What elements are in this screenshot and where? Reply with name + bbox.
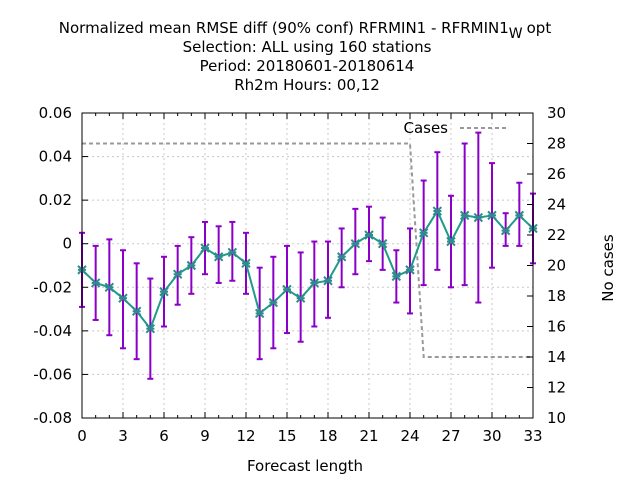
x-tick-label: 12 (236, 427, 255, 445)
y2-tick-label: 12 (547, 379, 566, 397)
data-point (323, 276, 333, 286)
rmse-line (81, 208, 534, 331)
y2-axis-label: No cases (599, 234, 617, 302)
x-tick-label: 0 (77, 427, 87, 445)
x-tick-label: 9 (200, 427, 210, 445)
data-point (405, 265, 415, 275)
data-point (418, 228, 429, 238)
x-tick-label: 27 (441, 427, 460, 445)
data-point (131, 306, 142, 316)
x-tick-label: 30 (482, 427, 501, 445)
error-bars (79, 131, 536, 380)
data-point (172, 269, 183, 279)
y2-tick-label: 20 (547, 257, 566, 275)
data-point (500, 225, 511, 236)
x-tick-label: 24 (400, 427, 419, 445)
data-point (213, 252, 224, 262)
data-point (336, 252, 347, 262)
data-point (432, 206, 443, 216)
data-point (377, 239, 388, 249)
y-tick-label: 0.06 (39, 104, 72, 122)
y2-tick-label: 18 (547, 287, 566, 305)
y-tick-label: 0.02 (39, 191, 72, 209)
y-tick-label: 0 (62, 235, 72, 253)
axis-ticks: 0 3 6 9 12 15 18 21 24 27 30 33 -0.08 -0.06 -0.04 -0.02… (33, 104, 566, 445)
y-tick-label: -0.02 (33, 278, 72, 296)
rmse-series (81, 208, 534, 331)
x-tick-label: 3 (118, 427, 128, 445)
x-axis-label: Forecast length (247, 457, 363, 475)
chart-title-line-1: Normalized mean RMSE diff (90% conf) RFR… (59, 19, 552, 42)
data-point (459, 210, 470, 221)
y-tick-label: -0.04 (33, 322, 72, 340)
data-point (391, 271, 402, 282)
x-tick-label: 15 (277, 427, 296, 445)
data-point (309, 278, 320, 288)
chart-title-line-3: Period: 20180601-20180614 (200, 57, 415, 75)
data-point (227, 247, 238, 258)
chart-title-line-4: Rh2m Hours: 00,12 (234, 76, 380, 94)
rmse-markers (77, 206, 538, 334)
data-point (364, 230, 374, 240)
data-point (295, 293, 306, 303)
y2-tick-label: 16 (547, 318, 566, 336)
y-tick-label: -0.06 (33, 365, 72, 383)
y2-tick-label: 30 (547, 104, 566, 122)
data-point (254, 308, 265, 319)
x-tick-label: 33 (523, 427, 542, 445)
chart-title-main: Normalized mean RMSE diff (90% conf) RFR… (59, 19, 509, 37)
legend: Cases (403, 119, 506, 137)
data-point (118, 293, 128, 303)
data-point (159, 286, 169, 297)
y2-tick-label: 28 (547, 135, 566, 153)
y2-tick-label: 24 (547, 196, 566, 214)
data-point (350, 239, 361, 249)
data-point (145, 323, 156, 334)
y2-tick-label: 10 (547, 409, 566, 427)
data-point (282, 284, 292, 295)
data-point (241, 258, 251, 269)
legend-label-cases: Cases (403, 119, 448, 137)
data-point (473, 212, 484, 223)
data-point (90, 278, 101, 288)
y-tick-label: -0.08 (33, 409, 72, 427)
x-tick-label: 18 (318, 427, 337, 445)
chart-title-subscript: W (509, 26, 523, 42)
y2-tick-label: 26 (547, 165, 566, 183)
y-tick-label: 0.04 (39, 148, 72, 166)
x-tick-label: 6 (159, 427, 169, 445)
chart-title-line-2: Selection: ALL using 160 stations (183, 38, 432, 56)
data-point (104, 282, 115, 292)
data-point (446, 236, 456, 247)
data-point (186, 260, 197, 271)
data-point (487, 210, 497, 221)
data-point (268, 297, 279, 308)
data-point (200, 243, 210, 253)
data-point (514, 210, 525, 221)
grid (82, 113, 533, 418)
x-tick-label: 21 (359, 427, 378, 445)
y2-tick-label: 22 (547, 226, 566, 244)
y2-tick-label: 14 (547, 348, 566, 366)
chart-title-suffix: opt (527, 19, 552, 37)
